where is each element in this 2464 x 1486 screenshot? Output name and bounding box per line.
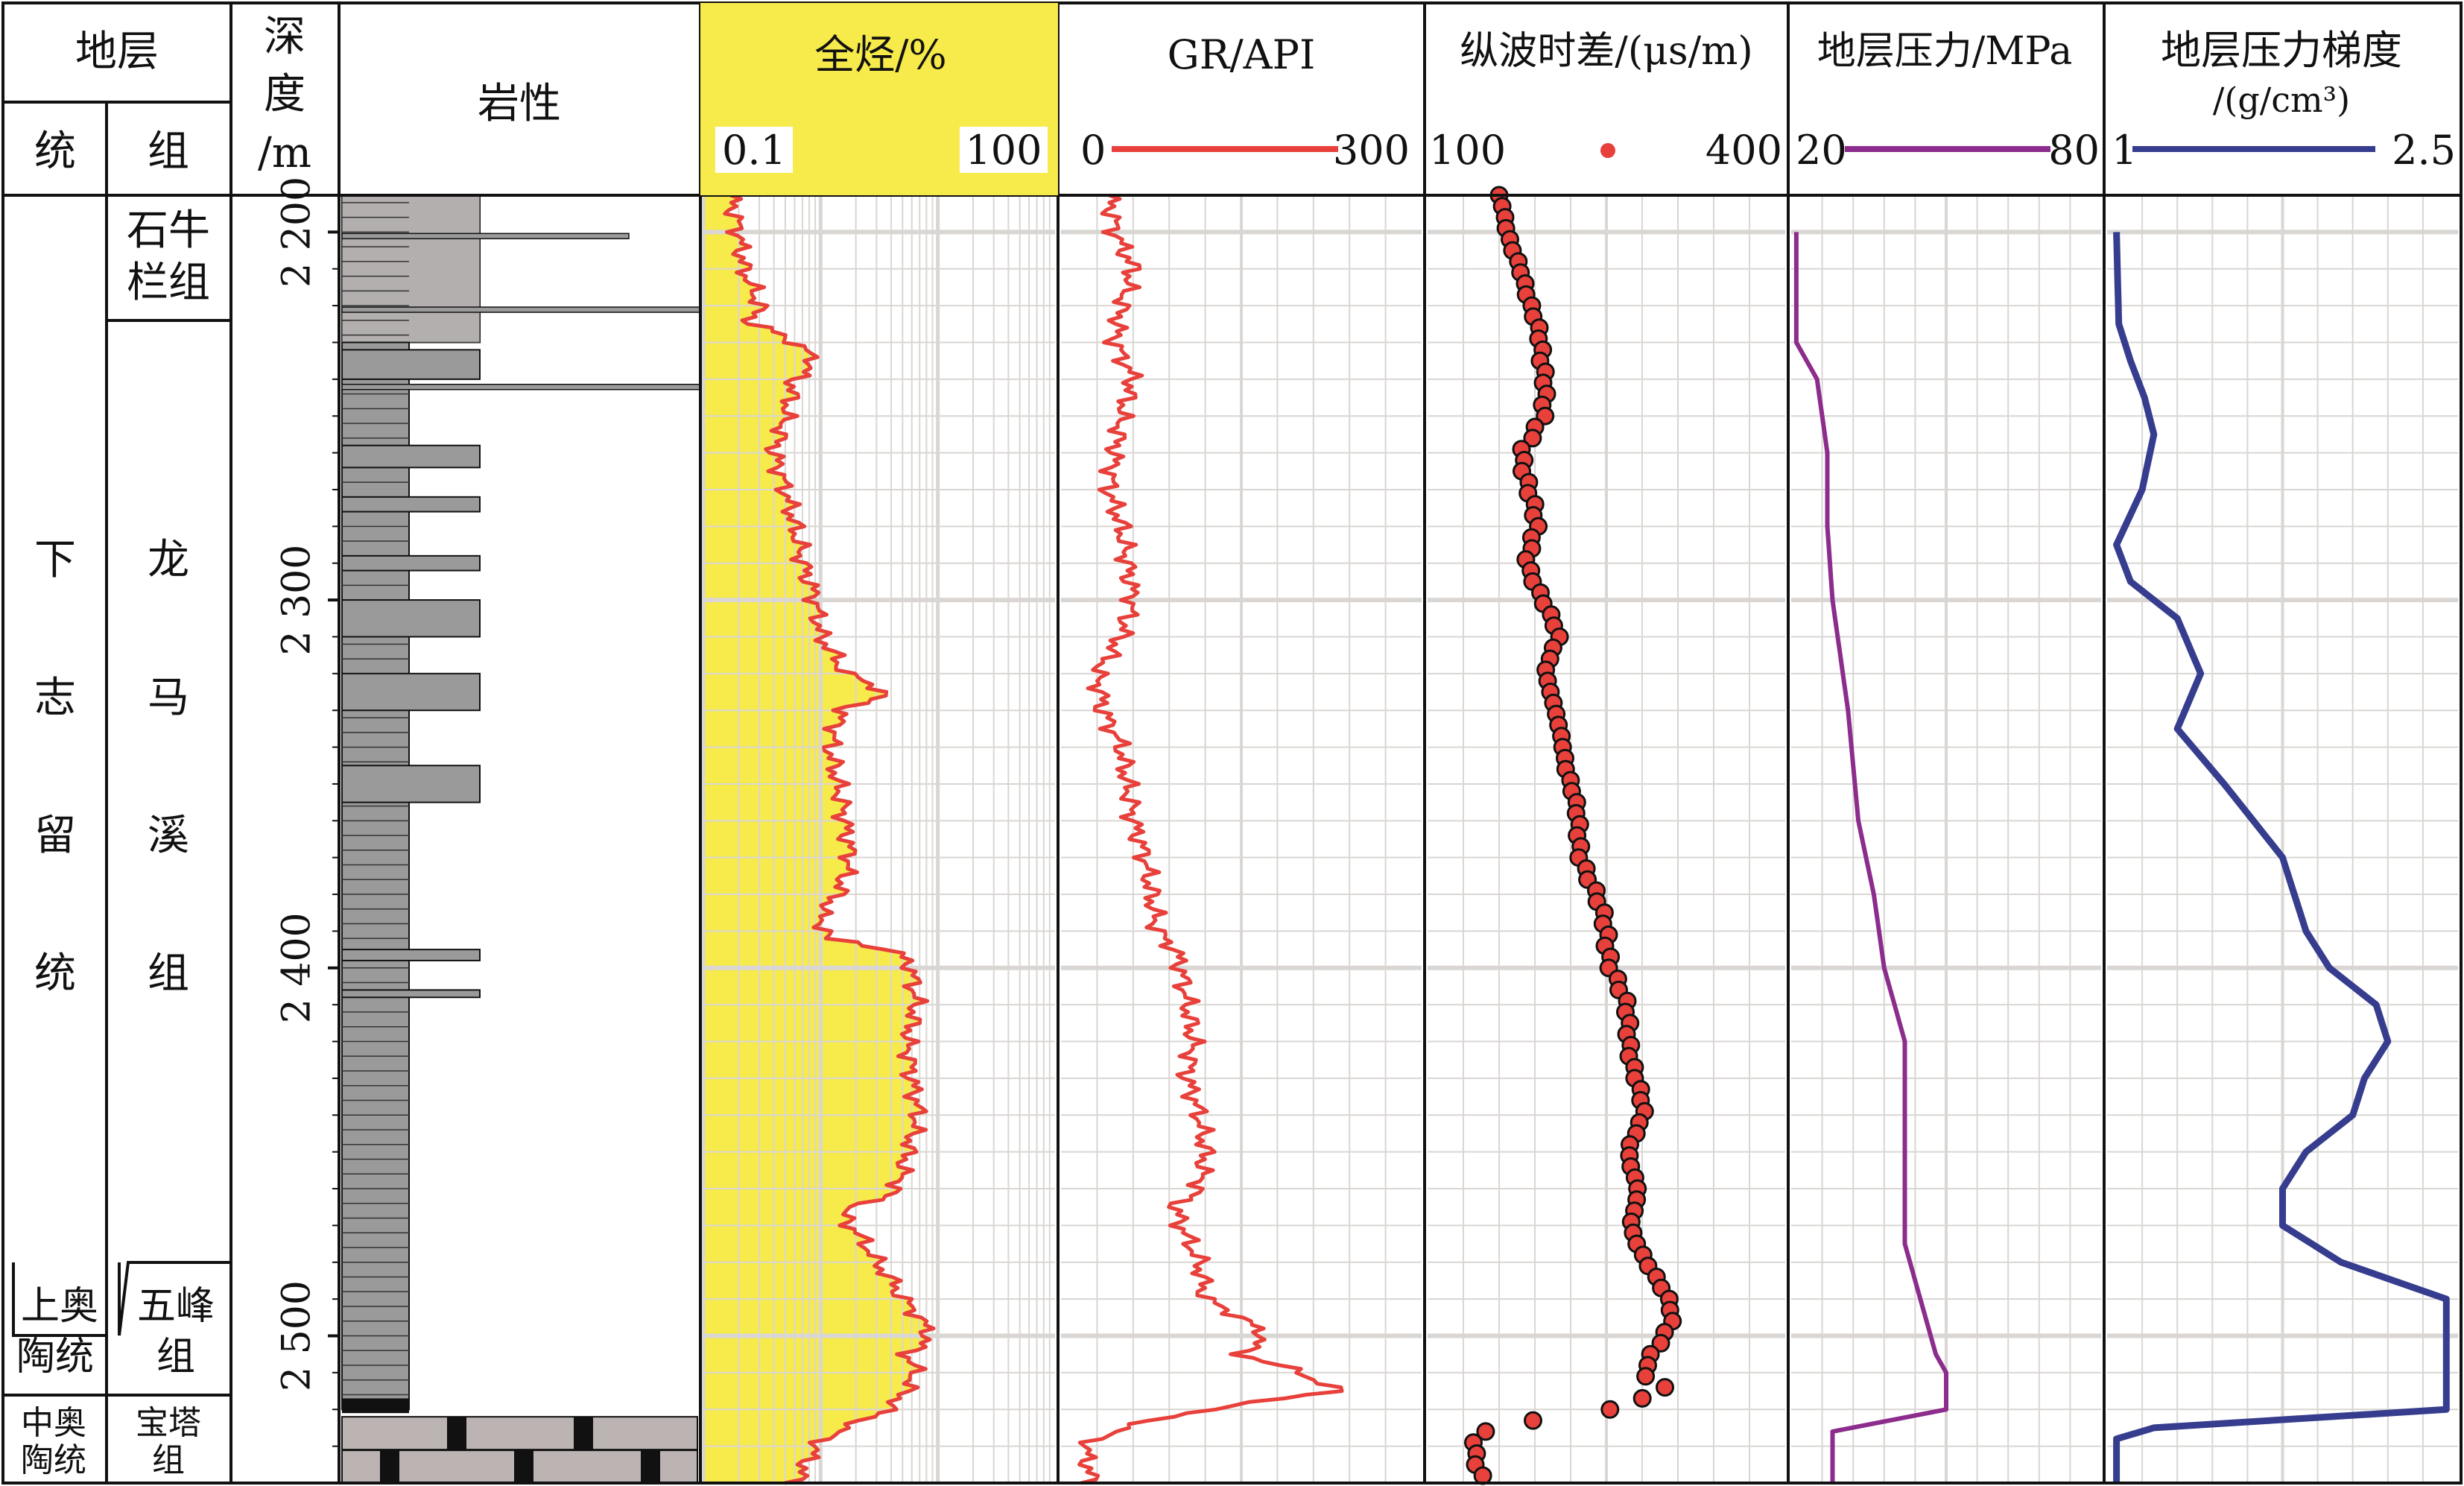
header-lithology: 岩性	[478, 80, 561, 128]
pressure-min: 20	[1796, 127, 1847, 174]
series-lower-silurian-2: 志	[34, 674, 76, 722]
lith-interbed	[341, 989, 481, 999]
sonic-point	[1523, 429, 1542, 448]
series-2	[1464, 186, 1682, 1485]
formation-shiniulan-2: 栏组	[127, 259, 210, 307]
header-pressure: 地层压力/MPa	[1817, 29, 2072, 74]
pressure-max: 80	[2048, 127, 2100, 174]
lith-interbed	[341, 672, 481, 712]
lith-streak	[341, 233, 630, 240]
header-series: 统	[34, 127, 76, 176]
lith-limestone-joint	[380, 1449, 399, 1483]
lith-limestone-joint	[514, 1449, 533, 1483]
track-grid-0	[701, 195, 1055, 1484]
lith-interbed	[341, 444, 481, 469]
header-strata: 地层	[75, 28, 159, 76]
series-4	[2113, 232, 2450, 1483]
header-depth-3: /m	[258, 129, 311, 177]
sonic-point	[1656, 1378, 1674, 1397]
sonic-point	[1524, 1411, 1542, 1430]
series-upper-ordovician-1: 上奥	[21, 1284, 98, 1329]
formation-longmaxi-3: 溪	[148, 812, 189, 860]
lith-interbed	[341, 554, 481, 572]
series-lower-silurian-3: 留	[34, 812, 76, 860]
depth-tick-label: 2 500	[275, 1280, 320, 1391]
header-depth-1: 深	[264, 13, 305, 61]
header-formation: 组	[148, 127, 189, 176]
formation-longmaxi-2: 马	[148, 674, 189, 722]
formation-shiniulan-1: 石牛	[127, 206, 210, 255]
header-depth-2: 度	[264, 70, 305, 118]
header-gradient-2: /(g/cm³)	[2213, 80, 2350, 120]
series-line-0	[723, 193, 936, 1485]
header-gradient-1: 地层压力梯度	[2161, 27, 2402, 74]
formation-wufeng-1: 五峰	[137, 1284, 215, 1329]
gradient-max: 2.5	[2392, 127, 2456, 174]
series-upper-ordovician-2: 陶统	[16, 1335, 94, 1379]
series-middle-ordovician-1: 中奥	[21, 1404, 86, 1442]
sonic-point	[1476, 1422, 1495, 1441]
lith-streak	[341, 306, 700, 313]
gr-min: 0	[1080, 127, 1106, 174]
depth-axis: 2 200 2 300 2 400 2 500	[275, 177, 339, 1447]
header-sonic: 纵波时差/(μs/m)	[1460, 29, 1752, 74]
formation-wufeng-2: 组	[156, 1335, 195, 1379]
series-lower-silurian-4: 统	[34, 949, 76, 998]
lith-limestone-joint	[641, 1449, 660, 1483]
formation-baota-2: 组	[152, 1441, 185, 1479]
lith-interbed	[341, 599, 481, 638]
track-grid-1	[1061, 195, 1422, 1484]
lith-silt-overlay	[342, 195, 480, 343]
depth-tick-label: 2 200	[275, 177, 320, 288]
formation-baota-1: 宝塔	[136, 1404, 201, 1442]
lithology-column	[341, 195, 700, 1485]
series-0	[723, 193, 936, 1485]
header-gr: GR/API	[1168, 31, 1316, 78]
track-grid-3	[1791, 195, 2101, 1484]
sonic-legend-marker	[1600, 143, 1615, 158]
total-hc-max-box	[960, 127, 1048, 173]
header-total-hc: 全烃/%	[814, 31, 947, 78]
lith-interbed	[341, 765, 481, 803]
depth-tick-label: 2 300	[275, 545, 320, 656]
series-line-1	[1077, 193, 1344, 1485]
lith-limestone-joint	[447, 1417, 466, 1450]
track-grid-2	[1428, 195, 1785, 1484]
lith-limestone-joint	[574, 1417, 593, 1450]
gr-max: 300	[1333, 127, 1410, 174]
series-3	[1793, 232, 1948, 1483]
series-middle-ordovician-2: 陶统	[21, 1441, 86, 1479]
sonic-point	[1473, 1466, 1492, 1485]
sonic-point	[1651, 1333, 1670, 1353]
sonic-min: 100	[1429, 127, 1506, 174]
depth-tick-label: 2 400	[275, 912, 320, 1023]
track-grid-4	[2107, 195, 2458, 1484]
sonic-point	[1600, 1400, 1620, 1419]
lith-interbed	[341, 949, 481, 961]
curve-layer	[723, 186, 2450, 1485]
formation-longmaxi-1: 龙	[148, 536, 189, 584]
total-hc-min-box	[715, 127, 793, 173]
sonic-point	[1632, 1388, 1652, 1408]
lith-interbed	[341, 496, 481, 513]
grid-layer	[701, 195, 2458, 1484]
series-line-3	[1793, 232, 1948, 1483]
total-hc-max: 100	[965, 127, 1042, 174]
series-line-4	[2113, 232, 2450, 1483]
series-1	[1077, 193, 1344, 1485]
series-lower-silurian-1: 下	[34, 536, 76, 584]
sonic-max: 400	[1706, 127, 1782, 174]
lith-wufeng-band	[342, 1398, 409, 1414]
formation-longmaxi-4: 组	[148, 949, 189, 998]
total-hc-min: 0.1	[722, 127, 786, 174]
sonic-point	[1636, 1367, 1656, 1386]
lith-streak	[341, 383, 700, 391]
lith-interbed	[341, 349, 481, 380]
